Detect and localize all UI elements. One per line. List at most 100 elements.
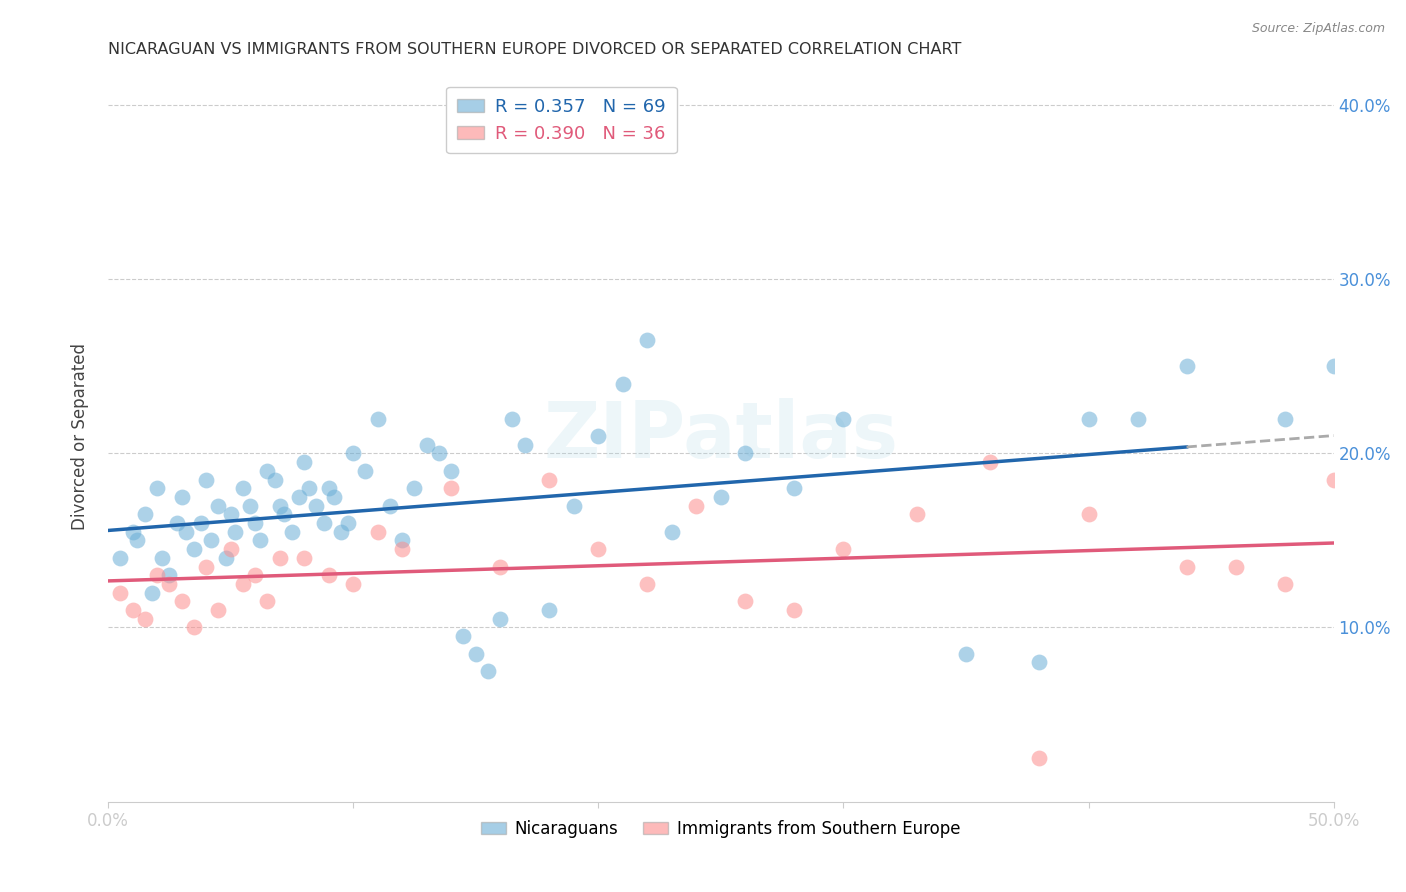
Point	[256, 464, 278, 478]
Point	[200, 533, 222, 548]
Point	[586, 542, 609, 557]
Point	[292, 550, 315, 565]
Point	[157, 568, 180, 582]
Point	[391, 542, 413, 557]
Point	[183, 542, 205, 557]
Point	[1225, 559, 1247, 574]
Point	[832, 542, 855, 557]
Legend: Nicaraguans, Immigrants from Southern Europe: Nicaraguans, Immigrants from Southern Eu…	[475, 814, 967, 845]
Point	[176, 524, 198, 539]
Point	[636, 333, 658, 347]
Text: NICARAGUAN VS IMMIGRANTS FROM SOUTHERN EUROPE DIVORCED OR SEPARATED CORRELATION : NICARAGUAN VS IMMIGRANTS FROM SOUTHERN E…	[108, 42, 962, 57]
Point	[427, 446, 450, 460]
Point	[166, 516, 188, 530]
Point	[1274, 411, 1296, 425]
Point	[312, 516, 335, 530]
Point	[146, 568, 169, 582]
Point	[636, 577, 658, 591]
Point	[415, 438, 437, 452]
Point	[110, 585, 132, 599]
Point	[322, 490, 344, 504]
Point	[453, 629, 475, 643]
Point	[329, 524, 352, 539]
Point	[298, 481, 321, 495]
Point	[783, 603, 806, 617]
Point	[832, 411, 855, 425]
Point	[318, 481, 340, 495]
Point	[207, 499, 229, 513]
Text: Source: ZipAtlas.com: Source: ZipAtlas.com	[1251, 22, 1385, 36]
Point	[905, 508, 928, 522]
Point	[367, 524, 389, 539]
Point	[127, 533, 149, 548]
Point	[354, 464, 377, 478]
Point	[661, 524, 683, 539]
Point	[734, 594, 756, 608]
Point	[141, 585, 163, 599]
Point	[288, 490, 311, 504]
Point	[342, 446, 364, 460]
Y-axis label: Divorced or Separated: Divorced or Separated	[72, 343, 89, 530]
Point	[134, 508, 156, 522]
Point	[538, 603, 561, 617]
Point	[239, 499, 262, 513]
Point	[501, 411, 523, 425]
Point	[1323, 473, 1346, 487]
Point	[378, 499, 401, 513]
Point	[734, 446, 756, 460]
Point	[538, 473, 561, 487]
Point	[207, 603, 229, 617]
Point	[391, 533, 413, 548]
Point	[146, 481, 169, 495]
Point	[121, 603, 143, 617]
Point	[1323, 359, 1346, 374]
Point	[110, 550, 132, 565]
Point	[249, 533, 271, 548]
Point	[464, 647, 486, 661]
Point	[269, 499, 291, 513]
Point	[243, 516, 266, 530]
Point	[150, 550, 173, 565]
Point	[256, 594, 278, 608]
Point	[292, 455, 315, 469]
Point	[219, 542, 242, 557]
Point	[318, 568, 340, 582]
Point	[440, 464, 463, 478]
Point	[170, 490, 193, 504]
Point	[404, 481, 426, 495]
Point	[477, 664, 499, 678]
Point	[170, 594, 193, 608]
Point	[273, 508, 295, 522]
Point	[1126, 411, 1149, 425]
Point	[440, 481, 463, 495]
Point	[232, 481, 254, 495]
Point	[955, 647, 977, 661]
Point	[195, 473, 218, 487]
Point	[157, 577, 180, 591]
Point	[586, 429, 609, 443]
Point	[121, 524, 143, 539]
Point	[562, 499, 585, 513]
Point	[219, 508, 242, 522]
Point	[367, 411, 389, 425]
Point	[134, 612, 156, 626]
Point	[183, 620, 205, 634]
Point	[489, 612, 512, 626]
Point	[232, 577, 254, 591]
Point	[224, 524, 246, 539]
Point	[195, 559, 218, 574]
Point	[612, 376, 634, 391]
Point	[243, 568, 266, 582]
Point	[263, 473, 285, 487]
Point	[513, 438, 536, 452]
Point	[685, 499, 707, 513]
Point	[710, 490, 733, 504]
Point	[269, 550, 291, 565]
Point	[337, 516, 360, 530]
Point	[1175, 559, 1198, 574]
Point	[1028, 655, 1050, 669]
Point	[979, 455, 1001, 469]
Point	[305, 499, 328, 513]
Point	[1077, 508, 1099, 522]
Point	[1175, 359, 1198, 374]
